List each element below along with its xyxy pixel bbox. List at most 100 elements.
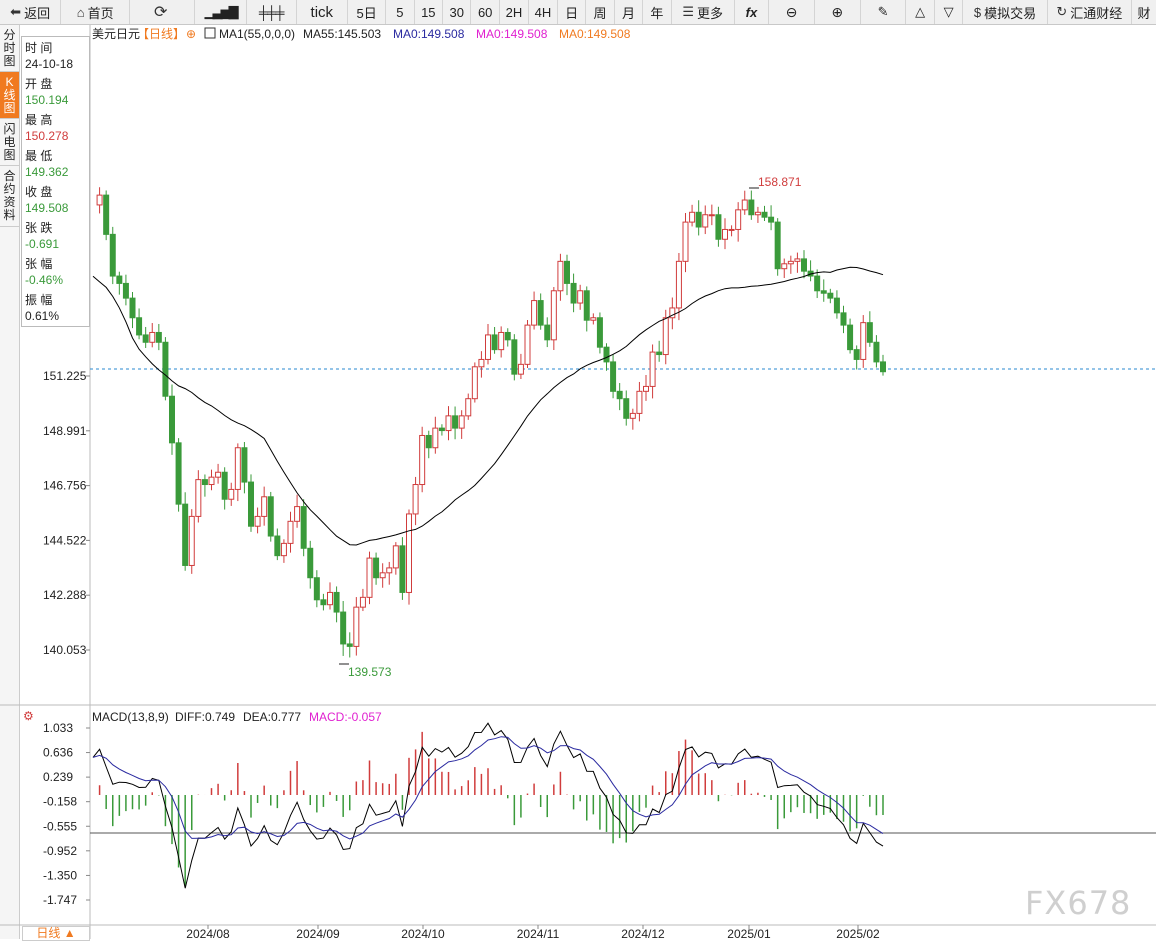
candle-body xyxy=(550,290,557,341)
home-button[interactable]: ⌂ 首页 xyxy=(61,0,131,24)
candle-body xyxy=(689,211,696,223)
tick-button[interactable]: tick xyxy=(297,0,349,24)
period-week-button[interactable]: 周 xyxy=(586,0,615,24)
candle-body xyxy=(162,341,169,397)
candle-body xyxy=(155,331,162,343)
macd-tick-label: 0.636 xyxy=(43,746,73,760)
price-tick-label: 151.225 xyxy=(43,369,87,383)
candle-body xyxy=(234,447,241,490)
candle-body xyxy=(122,282,129,299)
period-60m-button[interactable]: 60 xyxy=(471,0,500,24)
news-button[interactable]: ↻ 汇通财经 xyxy=(1048,0,1133,24)
zoom-in-icon: ⊕ xyxy=(831,3,844,20)
candle-body xyxy=(761,211,768,218)
tab-contract[interactable]: 合约资料 xyxy=(0,166,19,227)
arrange-up-button[interactable]: △ xyxy=(906,0,935,24)
zoom-in-button[interactable]: ⊕ xyxy=(815,0,861,24)
candle-body xyxy=(149,331,156,343)
candle-body xyxy=(195,479,202,517)
period-4h-button[interactable]: 4H xyxy=(529,0,558,24)
candle-body xyxy=(682,221,689,262)
candle-body xyxy=(96,194,103,206)
candle-body xyxy=(432,427,439,449)
macd-tick-label: 0.239 xyxy=(43,770,73,784)
low-annotation: 139.573 xyxy=(348,665,392,679)
period-5m-button[interactable]: 5 xyxy=(386,0,415,24)
candle-body xyxy=(307,547,314,579)
date-tick-label: 2025/01 xyxy=(727,927,771,939)
candle-body xyxy=(741,199,748,211)
chart-type-button[interactable]: ▁▃▅▇ xyxy=(195,0,247,24)
candle-body xyxy=(175,442,182,505)
formula-button[interactable]: fx xyxy=(735,0,770,24)
candle-type-button[interactable]: ╪╪╪ xyxy=(247,0,297,24)
candle-body xyxy=(636,390,643,414)
settings-icon[interactable]: ⊕ xyxy=(186,27,196,41)
price-tick-label: 148.991 xyxy=(43,424,87,438)
more-button[interactable]: ☰ 更多 xyxy=(672,0,735,24)
date-tick-label: 2024/11 xyxy=(517,927,560,939)
candle-body xyxy=(169,395,175,444)
period-30m-button[interactable]: 30 xyxy=(443,0,472,24)
period-year-button[interactable]: 年 xyxy=(643,0,672,24)
candle-body xyxy=(458,415,465,429)
macd-tick-label: -0.952 xyxy=(43,844,77,858)
five-day-button[interactable]: 5日 xyxy=(348,0,387,24)
candle-body xyxy=(491,334,498,351)
date-tick-label: 2024/09 xyxy=(296,927,340,939)
candle-body xyxy=(564,260,570,284)
indicator-box-icon[interactable] xyxy=(204,27,216,39)
candle-body xyxy=(794,258,801,262)
candle-body xyxy=(860,322,867,360)
candle-body xyxy=(814,275,821,292)
candle-body xyxy=(379,572,386,579)
swirl-icon: ↻ xyxy=(1056,4,1068,19)
candle-body xyxy=(853,349,860,360)
candle-body xyxy=(465,398,472,417)
candle-body xyxy=(313,577,320,601)
back-button[interactable]: ⬅ 返回 xyxy=(0,0,62,24)
candle-body xyxy=(708,214,715,217)
tab-kline[interactable]: K线图 xyxy=(0,72,19,119)
candle-body xyxy=(583,290,590,321)
back-arrow-icon: ⬅ xyxy=(10,4,22,19)
tab-flash[interactable]: 闪电图 xyxy=(0,119,19,166)
close-label: 收 盘 xyxy=(25,185,53,199)
candle-body xyxy=(498,331,505,351)
triangle-up-icon: △ xyxy=(915,4,926,19)
candle-body xyxy=(524,324,531,365)
candle-body xyxy=(596,317,603,348)
period-day-button[interactable]: 日 xyxy=(558,0,587,24)
candle-body xyxy=(267,496,274,537)
candle-body xyxy=(557,260,564,292)
period-2h-button[interactable]: 2H xyxy=(500,0,529,24)
candle-body xyxy=(643,385,649,392)
candlestick-icon: ╪╪╪ xyxy=(258,4,285,20)
candle-body xyxy=(603,346,610,363)
candle-body xyxy=(675,260,682,309)
candle-body xyxy=(649,351,656,387)
macd-settings-icon[interactable]: ⚙ xyxy=(23,709,34,723)
finance-button[interactable]: 财 xyxy=(1137,5,1151,21)
period-month-button[interactable]: 月 xyxy=(615,0,644,24)
candle-body xyxy=(412,484,419,515)
arrange-down-button[interactable]: ▽ xyxy=(935,0,964,24)
change-label: 张 跌 xyxy=(25,221,53,235)
pct-label: 张 幅 xyxy=(25,257,53,271)
watermark-logo: FX678 xyxy=(1025,884,1132,922)
triangle-down-icon: ▽ xyxy=(943,4,954,19)
candle-body xyxy=(386,567,393,574)
draw-button[interactable]: ✎ xyxy=(861,0,907,24)
price-tick-label: 144.522 xyxy=(43,533,87,547)
zoom-out-button[interactable]: ⊖ xyxy=(769,0,815,24)
tab-timeshare[interactable]: 分时图 xyxy=(0,25,19,72)
candle-body xyxy=(517,363,524,375)
candle-body xyxy=(294,506,301,522)
sim-trade-button[interactable]: $ 模拟交易 xyxy=(963,0,1048,24)
macd-tick-label: -0.158 xyxy=(43,795,77,809)
refresh-button[interactable]: ⟳ xyxy=(130,0,196,24)
period-15m-button[interactable]: 15 xyxy=(415,0,444,24)
candle-body xyxy=(801,258,807,272)
amp-label: 振 幅 xyxy=(25,293,53,307)
